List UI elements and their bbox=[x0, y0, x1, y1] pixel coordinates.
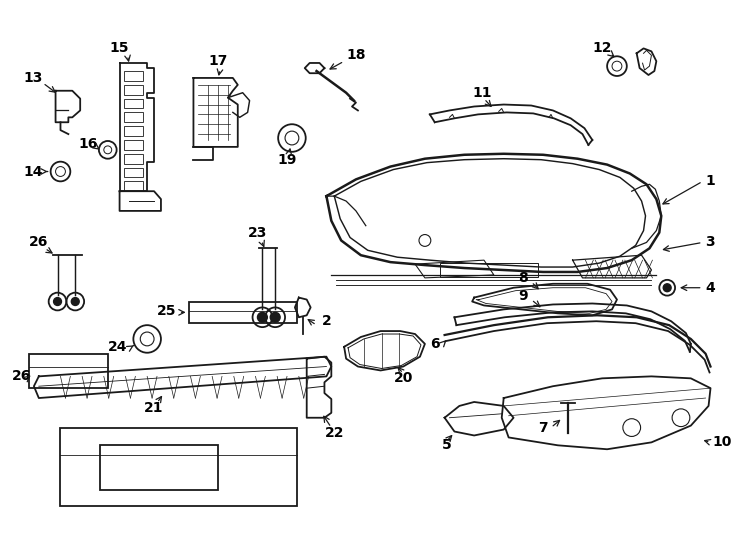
Bar bbox=[123, 181, 143, 191]
Text: 1: 1 bbox=[705, 174, 716, 188]
Text: 19: 19 bbox=[277, 153, 297, 167]
Circle shape bbox=[71, 298, 79, 306]
Bar bbox=[189, 301, 297, 323]
Text: 25: 25 bbox=[157, 305, 177, 319]
Text: 11: 11 bbox=[472, 86, 492, 100]
Text: 18: 18 bbox=[346, 48, 366, 62]
Bar bbox=[123, 71, 143, 81]
Bar bbox=[123, 167, 143, 178]
Bar bbox=[29, 354, 108, 388]
Text: 26: 26 bbox=[29, 235, 48, 249]
Text: 20: 20 bbox=[393, 372, 413, 386]
Text: 5: 5 bbox=[442, 438, 451, 453]
Text: 12: 12 bbox=[592, 42, 612, 56]
Text: 6: 6 bbox=[430, 337, 440, 351]
Text: 9: 9 bbox=[519, 288, 528, 302]
Bar bbox=[123, 140, 143, 150]
Text: 2: 2 bbox=[321, 314, 331, 328]
Text: 3: 3 bbox=[705, 235, 715, 249]
Text: 15: 15 bbox=[110, 42, 129, 56]
Circle shape bbox=[664, 284, 671, 292]
Text: 22: 22 bbox=[324, 426, 344, 440]
Text: 10: 10 bbox=[713, 435, 732, 449]
Text: 24: 24 bbox=[108, 340, 128, 354]
Bar bbox=[123, 126, 143, 136]
Text: 14: 14 bbox=[23, 165, 43, 179]
Text: 7: 7 bbox=[538, 421, 548, 435]
Text: 16: 16 bbox=[79, 137, 98, 151]
Circle shape bbox=[54, 298, 62, 306]
Circle shape bbox=[258, 312, 267, 322]
Circle shape bbox=[270, 312, 280, 322]
Text: 17: 17 bbox=[208, 54, 228, 68]
Text: 8: 8 bbox=[518, 271, 528, 285]
Text: 23: 23 bbox=[248, 226, 267, 240]
Bar bbox=[123, 85, 143, 94]
Text: 21: 21 bbox=[145, 401, 164, 415]
Bar bbox=[123, 154, 143, 164]
Bar bbox=[123, 112, 143, 122]
Text: 26: 26 bbox=[12, 369, 31, 383]
Text: 13: 13 bbox=[23, 71, 43, 85]
Bar bbox=[440, 263, 538, 277]
Bar bbox=[60, 428, 297, 507]
Text: 4: 4 bbox=[705, 281, 716, 295]
Bar bbox=[123, 99, 143, 109]
Bar bbox=[100, 446, 218, 490]
